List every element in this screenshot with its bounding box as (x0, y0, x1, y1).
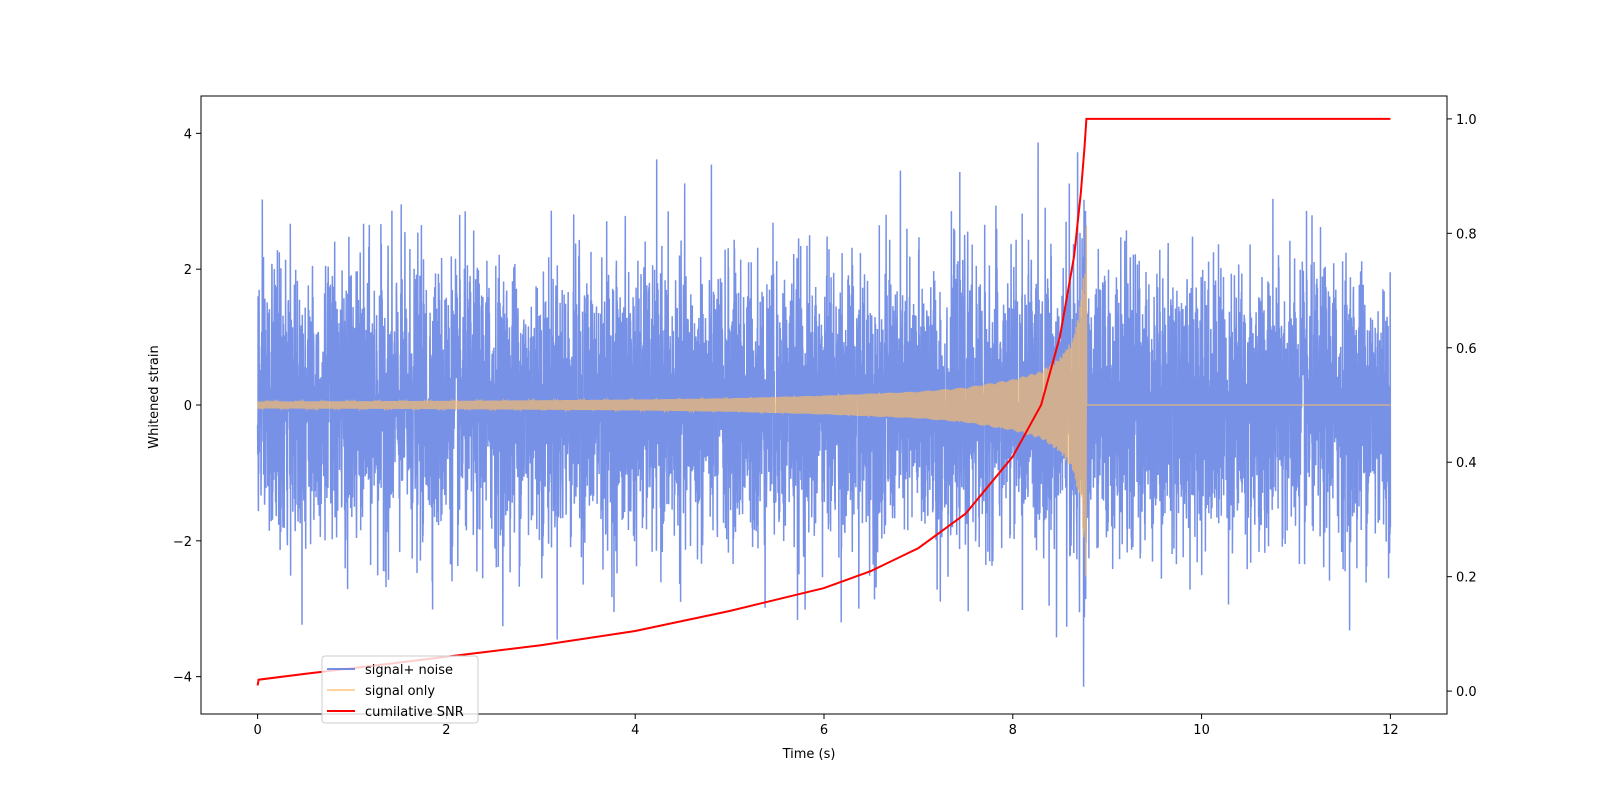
signal-only-line (256, 225, 1391, 577)
x-tick-label: 8 (1009, 723, 1017, 738)
y-axis-label: Whitened strain (147, 345, 162, 448)
y-tick-label: 0 (184, 399, 192, 414)
x-tick-label: 4 (631, 723, 639, 738)
y-tick-label: 4 (184, 127, 192, 142)
signal-only-series (256, 225, 1391, 577)
x-tick-label: 0 (253, 723, 261, 738)
y-tick-label: −4 (173, 671, 192, 686)
y2-tick-label: 1.0 (1456, 113, 1477, 128)
x-tick-label: 6 (820, 723, 828, 738)
legend-label: signal only (365, 684, 435, 699)
x-tick-label: 10 (1193, 723, 1210, 738)
legend-box (321, 655, 479, 724)
x-tick-label: 12 (1382, 723, 1399, 738)
signal-noise-series (256, 142, 1392, 687)
y2-tick-label: 0.4 (1456, 456, 1477, 471)
x-tick-label: 2 (442, 723, 450, 738)
y2-tick-label: 0.0 (1456, 685, 1477, 700)
legend-label: cumilative SNR (365, 705, 464, 720)
legend-label: signal+ noise (365, 663, 453, 678)
y-tick-label: −2 (173, 535, 192, 550)
signal-noise-line (256, 142, 1392, 687)
axes: 0 2 4 6 8 10 12 −4 −2 0 2 4 0.0 0.2 0.4 0.6 0.8 1.0 (173, 95, 1477, 738)
x-axis-label: Time (s) (782, 747, 836, 762)
y2-tick-label: 0.2 (1456, 571, 1477, 586)
y-tick-label: 2 (184, 263, 192, 278)
legend: signal+ noise signal only cumilative SNR (321, 655, 479, 724)
y2-tick-label: 0.8 (1456, 227, 1477, 242)
y2-tick-label: 0.6 (1456, 342, 1477, 357)
